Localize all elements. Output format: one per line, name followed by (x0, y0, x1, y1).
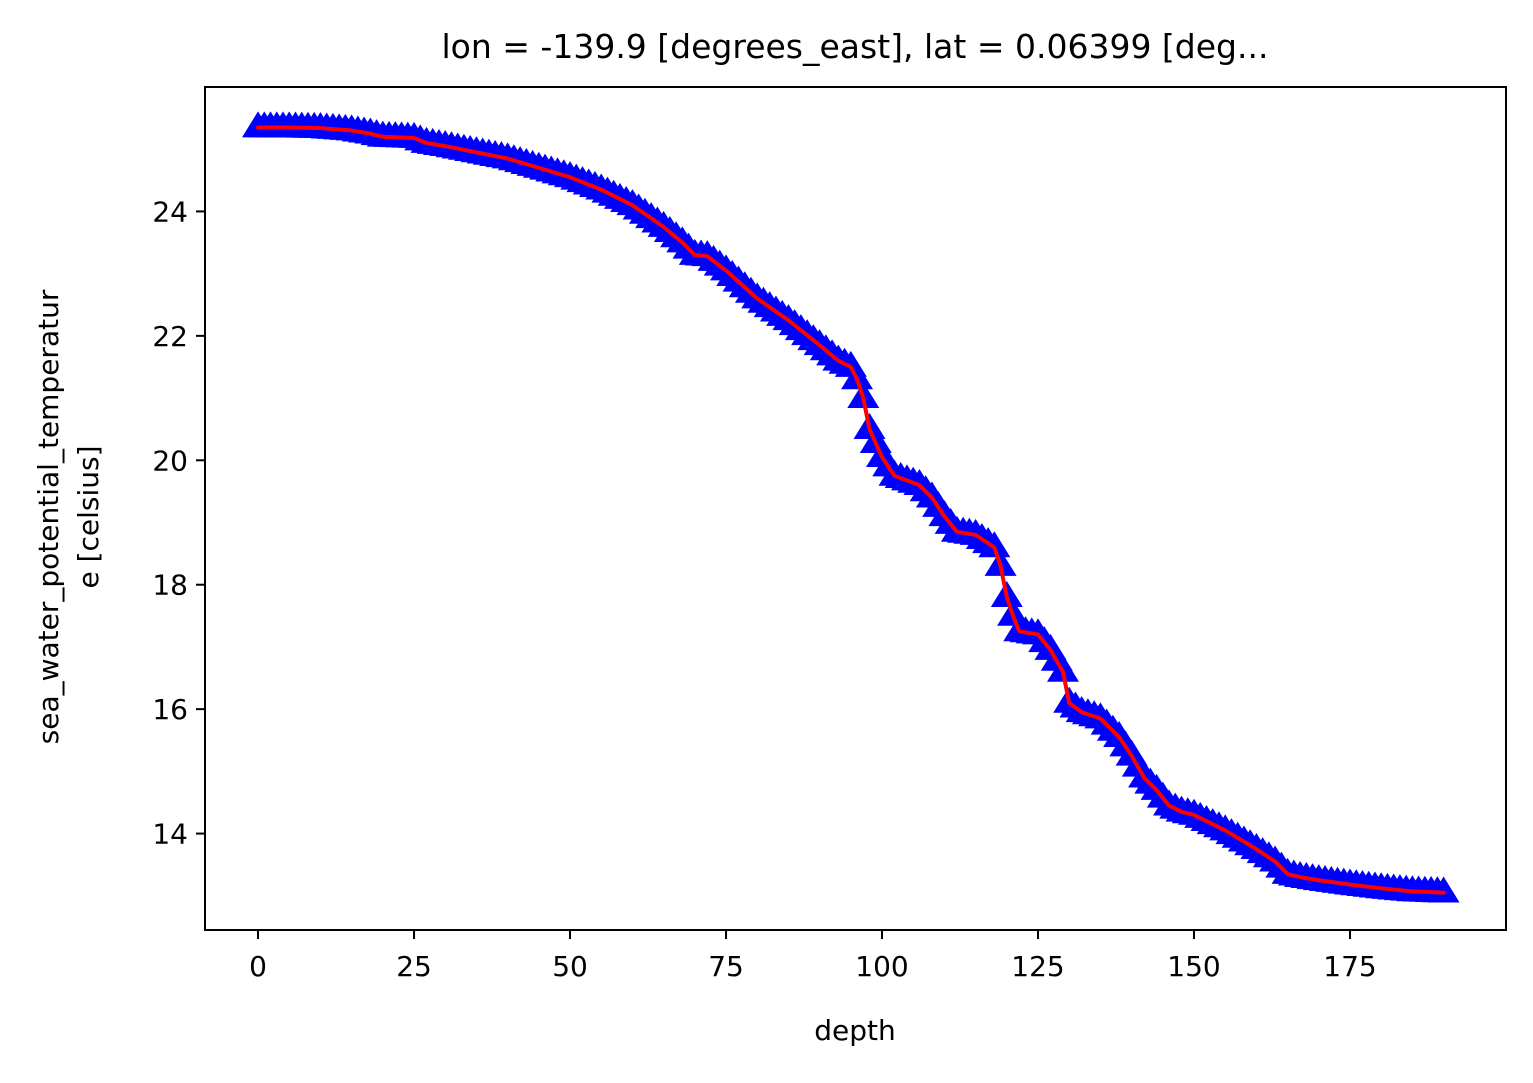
x-tick-label: 75 (708, 950, 744, 983)
data-marker (1427, 876, 1460, 903)
data-marker (978, 531, 1011, 558)
plot-frame (204, 86, 1507, 931)
chart-title: lon = -139.9 [degrees_east], lat = 0.063… (442, 27, 1269, 66)
y-tick-label: 18 (152, 569, 188, 602)
data-line (256, 125, 1446, 895)
y-axis-label-line-2: e [celsius] (72, 445, 105, 588)
y-tick-label: 14 (152, 818, 188, 851)
x-tick-label: 50 (552, 950, 588, 983)
y-tick-label: 16 (152, 693, 188, 726)
y-tick-label: 22 (152, 320, 188, 353)
y-axis: 14 16 18 20 22 24 (152, 195, 205, 851)
x-axis: 0 25 50 75 100 125 150 175 (249, 930, 1377, 983)
x-tick-label: 100 (855, 950, 908, 983)
y-tick-label: 20 (152, 444, 188, 477)
x-tick-label: 150 (1167, 950, 1220, 983)
y-axis-label-line-1: sea_water_potential_temperatur (32, 289, 65, 744)
data-markers (242, 111, 1460, 903)
x-tick-label: 25 (396, 950, 432, 983)
x-tick-label: 175 (1323, 950, 1376, 983)
x-axis-label: depth (814, 1014, 896, 1047)
x-tick-label: 0 (249, 950, 267, 983)
x-tick-label: 125 (1011, 950, 1064, 983)
y-axis-title: sea_water_potential_temperatur e [celsiu… (32, 289, 105, 744)
series-line (256, 125, 1446, 895)
y-tick-label: 24 (152, 195, 188, 228)
